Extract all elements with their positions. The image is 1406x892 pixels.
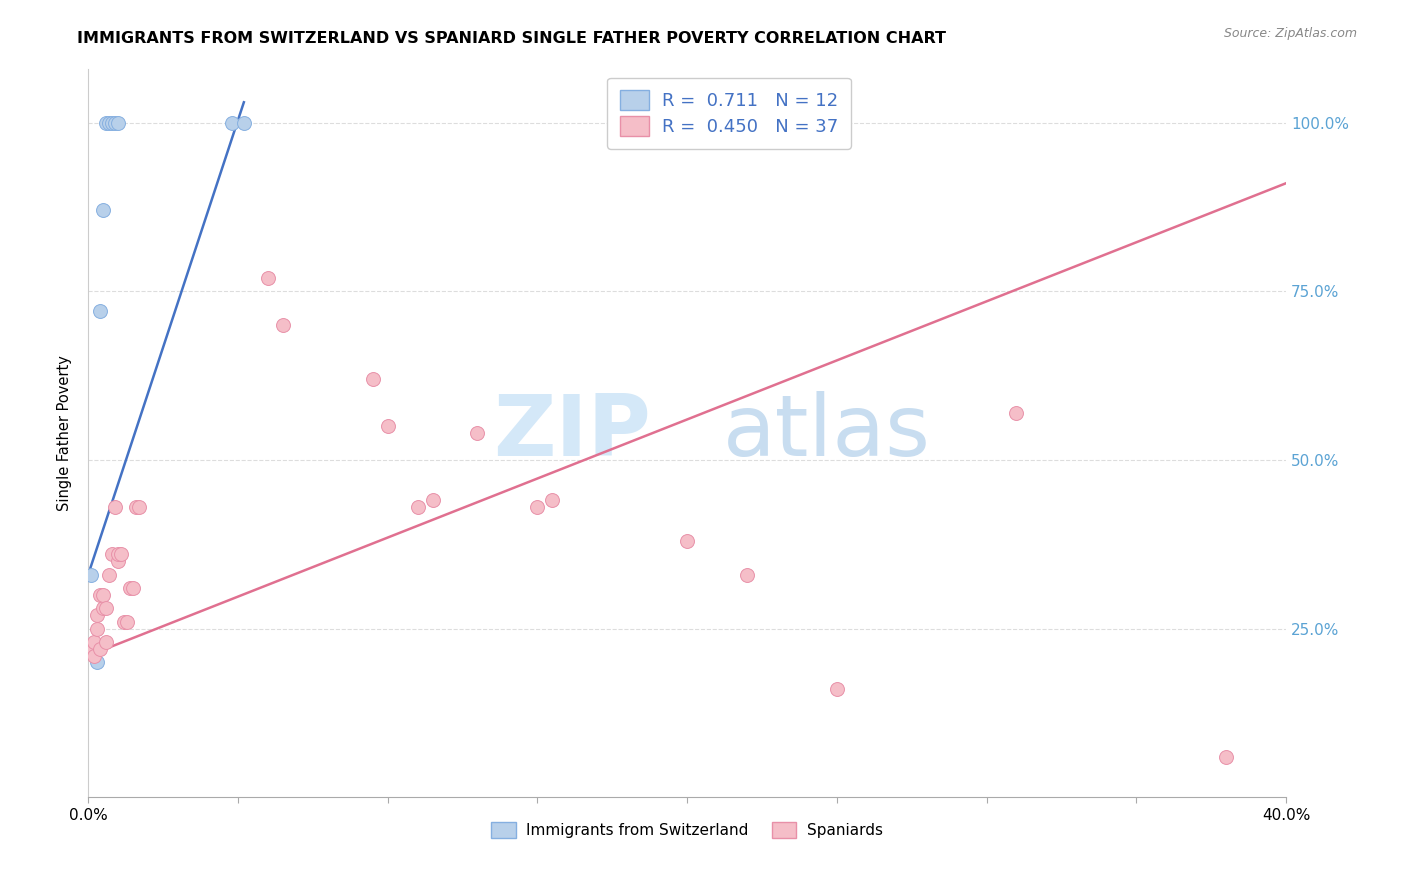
Point xyxy=(89,642,111,657)
Point xyxy=(83,642,105,657)
Point xyxy=(101,548,124,562)
Point xyxy=(825,682,848,697)
Point xyxy=(83,635,105,649)
Text: Source: ZipAtlas.com: Source: ZipAtlas.com xyxy=(1223,27,1357,40)
Point xyxy=(232,115,254,129)
Point xyxy=(1215,750,1237,764)
Point xyxy=(104,500,127,515)
Point xyxy=(735,567,758,582)
Point xyxy=(94,601,117,615)
Point xyxy=(104,115,127,129)
Point xyxy=(80,642,103,657)
Point xyxy=(361,372,384,386)
Point xyxy=(101,115,124,129)
Point xyxy=(107,548,129,562)
Point xyxy=(91,203,114,218)
Point xyxy=(422,493,444,508)
Point xyxy=(110,548,132,562)
Point xyxy=(80,567,103,582)
Point xyxy=(221,115,243,129)
Point xyxy=(128,500,150,515)
Point xyxy=(120,581,142,595)
Point xyxy=(98,567,121,582)
Point xyxy=(86,608,108,623)
Point xyxy=(125,500,148,515)
Point xyxy=(86,622,108,636)
Point xyxy=(107,115,129,129)
Point xyxy=(256,270,278,285)
Point xyxy=(107,554,129,568)
Point xyxy=(94,115,117,129)
Legend: Immigrants from Switzerland, Spaniards: Immigrants from Switzerland, Spaniards xyxy=(485,815,889,845)
Point xyxy=(122,581,145,595)
Point xyxy=(86,656,108,670)
Point xyxy=(89,304,111,318)
Point xyxy=(91,588,114,602)
Point xyxy=(112,615,135,629)
Point xyxy=(271,318,294,332)
Point xyxy=(91,601,114,615)
Text: atlas: atlas xyxy=(723,392,931,475)
Point xyxy=(1005,406,1028,420)
Point xyxy=(89,588,111,602)
Point xyxy=(98,115,121,129)
Point xyxy=(406,500,429,515)
Text: IMMIGRANTS FROM SWITZERLAND VS SPANIARD SINGLE FATHER POVERTY CORRELATION CHART: IMMIGRANTS FROM SWITZERLAND VS SPANIARD … xyxy=(77,31,946,46)
Text: ZIP: ZIP xyxy=(494,392,651,475)
Y-axis label: Single Father Poverty: Single Father Poverty xyxy=(58,355,72,511)
Point xyxy=(676,533,699,548)
Point xyxy=(377,419,399,434)
Point xyxy=(83,648,105,663)
Point xyxy=(94,635,117,649)
Point xyxy=(115,615,138,629)
Point xyxy=(541,493,564,508)
Point xyxy=(467,425,489,440)
Point xyxy=(526,500,548,515)
